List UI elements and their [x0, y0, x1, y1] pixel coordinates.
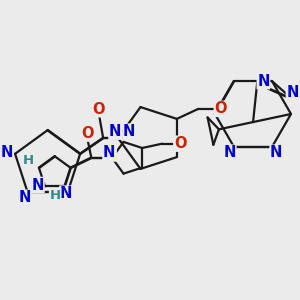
Text: N: N [123, 124, 135, 139]
Text: N: N [104, 146, 116, 161]
Text: O: O [93, 102, 105, 117]
Text: O: O [174, 136, 186, 151]
Text: N: N [19, 190, 31, 205]
Text: N: N [109, 124, 122, 139]
Text: N: N [224, 145, 236, 160]
Text: H: H [22, 154, 34, 167]
Text: N: N [0, 145, 13, 160]
Text: N: N [257, 74, 270, 89]
Text: N: N [60, 186, 72, 201]
Text: H: H [50, 189, 61, 202]
Text: N: N [270, 145, 283, 160]
Text: N: N [103, 145, 115, 160]
Text: O: O [81, 126, 93, 141]
Text: O: O [214, 101, 227, 116]
Text: N: N [286, 85, 299, 100]
Text: N: N [32, 178, 44, 193]
